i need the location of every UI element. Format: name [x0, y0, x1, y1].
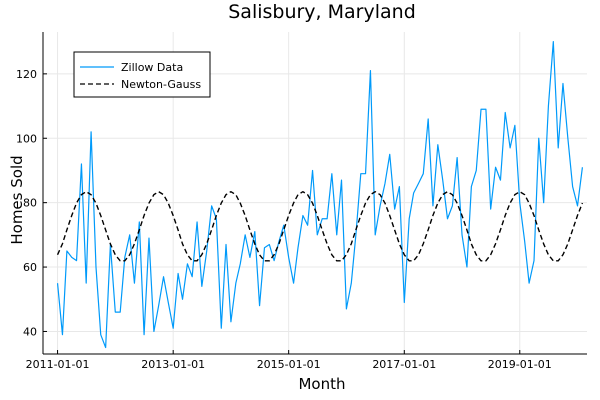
legend-label-newton-gauss: Newton-Gauss [121, 78, 201, 91]
axes [42, 32, 587, 355]
x-tick-label: 2019-01-01 [488, 358, 552, 371]
x-tick-label: 2015-01-01 [257, 358, 321, 371]
x-axis-title: Month [298, 375, 345, 393]
series-lines [56, 41, 584, 349]
series-line [56, 41, 584, 349]
y-tick-label: 60 [23, 261, 37, 274]
y-tick-label: 120 [16, 68, 37, 81]
series-zillow-data [56, 41, 584, 349]
series-newton-gauss [56, 190, 584, 262]
grid-lines [43, 32, 587, 354]
series-line [56, 190, 584, 262]
y-tick-label: 80 [23, 197, 37, 210]
x-tick-label: 2017-01-01 [372, 358, 436, 371]
legend-label-zillow-data: Zillow Data [121, 61, 183, 74]
y-tick-label: 40 [23, 325, 37, 338]
tick-labels: 2011-01-01 2013-01-01 2015-01-01 2017-01-01… [16, 68, 552, 371]
y-axis-title: Homes Sold [8, 155, 26, 244]
legend: Zillow Data Newton-Gauss [73, 51, 211, 98]
chart-title: Salisbury, Maryland [228, 1, 416, 23]
x-tick-label: 2011-01-01 [26, 358, 90, 371]
legend-box [73, 51, 211, 98]
x-tick-label: 2013-01-01 [141, 358, 205, 371]
y-tick-label: 100 [16, 132, 37, 145]
